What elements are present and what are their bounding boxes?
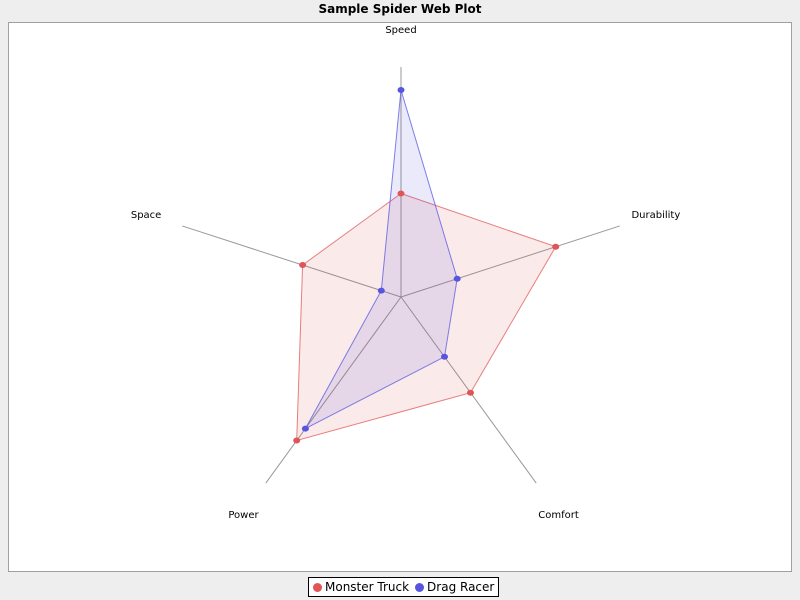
axes [182, 67, 620, 484]
axis-label-durability: Durability [631, 210, 680, 221]
data-point-drag-racer-comfort[interactable] [441, 353, 448, 360]
series-polygon-drag-racer [304, 89, 458, 430]
chart-title: Sample Spider Web Plot [318, 2, 482, 16]
legend-item-drag-racer[interactable]: Drag Racer [415, 580, 494, 594]
data-point-drag-racer-power[interactable] [301, 425, 309, 432]
axis-line-comfort [400, 296, 537, 484]
series-polygons [296, 89, 557, 442]
axis-label-power: Power [228, 510, 259, 521]
legend-swatch [313, 582, 322, 592]
data-point-drag-racer-durability[interactable] [453, 275, 461, 282]
data-point-drag-racer-space[interactable] [377, 287, 385, 294]
legend-label: Monster Truck [325, 580, 410, 594]
legend-label: Drag Racer [427, 580, 495, 594]
axis-line-durability [400, 225, 620, 298]
legend: Monster Truck Drag Racer [308, 577, 500, 597]
legend-item-monster-truck[interactable]: Monster Truck [313, 580, 409, 594]
axis-label-speed: Speed [385, 25, 416, 36]
data-point-monster-truck-speed[interactable] [397, 190, 405, 197]
data-point-monster-truck-comfort[interactable] [467, 389, 474, 396]
spider-web-plot: Speed Durability Comfort Power Space [131, 25, 680, 521]
data-point-monster-truck-space[interactable] [299, 262, 307, 268]
data-point-drag-racer-speed[interactable] [397, 87, 405, 93]
axis-line-space [182, 225, 402, 298]
axis-label-comfort: Comfort [538, 510, 579, 521]
series-points [293, 87, 560, 444]
series-polygon-monster-truck [296, 192, 557, 442]
axis-labels: Speed Durability Comfort Power Space [131, 25, 680, 521]
data-point-monster-truck-durability[interactable] [552, 243, 560, 250]
plot-area: Speed Durability Comfort Power Space [8, 22, 792, 572]
legend-swatch [415, 582, 425, 592]
axis-line-power [265, 296, 402, 484]
axis-label-space: Space [131, 210, 161, 221]
data-point-monster-truck-power[interactable] [293, 437, 301, 444]
